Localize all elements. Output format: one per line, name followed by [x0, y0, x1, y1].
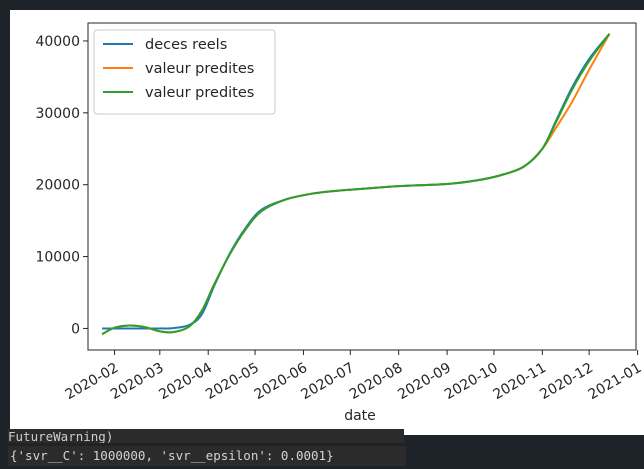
legend-label: deces reels: [145, 37, 227, 53]
notebook-top-strip: [0, 0, 644, 10]
line-chart: 0 10000 20000 30000 40000 2020-022020-032020…: [35, 22, 644, 424]
x-tick-label: 2020-04: [156, 360, 215, 403]
legend-box: [93, 29, 276, 115]
x-tick-label: 2020-10: [442, 360, 501, 403]
plot-frame: [87, 22, 637, 351]
x-tick-label: 2020-08: [347, 360, 406, 403]
x-tick-label: 2020-09: [395, 360, 454, 403]
x-tick-label: 2020-05: [203, 360, 262, 403]
warning-output: FutureWarning): [8, 429, 404, 443]
x-axis-label: date: [344, 408, 376, 424]
legend-label: valeur predites: [145, 85, 254, 101]
x-tick-label: 2020-12: [537, 360, 596, 403]
y-tick-label: 10000: [35, 250, 80, 266]
legend-label: valeur predites: [145, 61, 254, 77]
series-line-valeur-predites-2: [101, 33, 611, 336]
plot-lines: [101, 33, 611, 336]
y-axis: 0 10000 20000 30000 40000: [35, 34, 88, 337]
y-tick-label: 40000: [35, 34, 80, 50]
legend: deces reels valeur predites valeur predite…: [93, 29, 276, 115]
x-tick-label: 2020-06: [252, 360, 311, 403]
x-tick-label: 2020-11: [490, 360, 549, 403]
y-tick-label: 20000: [35, 178, 80, 194]
y-tick-label: 30000: [35, 106, 80, 122]
x-tick-label: 2021-01: [586, 360, 644, 403]
y-tick-label: 0: [71, 321, 80, 337]
best-params-output: {'svr__C': 1000000, 'svr__epsilon': 0.00…: [8, 446, 406, 466]
x-axis: 2020-022020-032020-042020-052020-062020-…: [63, 350, 644, 403]
figure-output: 0 10000 20000 30000 40000 2020-02 2020-03 2020…: [10, 10, 644, 435]
x-tick-label: 2020-07: [298, 360, 357, 403]
cell-output: FutureWarning) {'svr__C': 1000000, 'svr_…: [0, 429, 644, 469]
